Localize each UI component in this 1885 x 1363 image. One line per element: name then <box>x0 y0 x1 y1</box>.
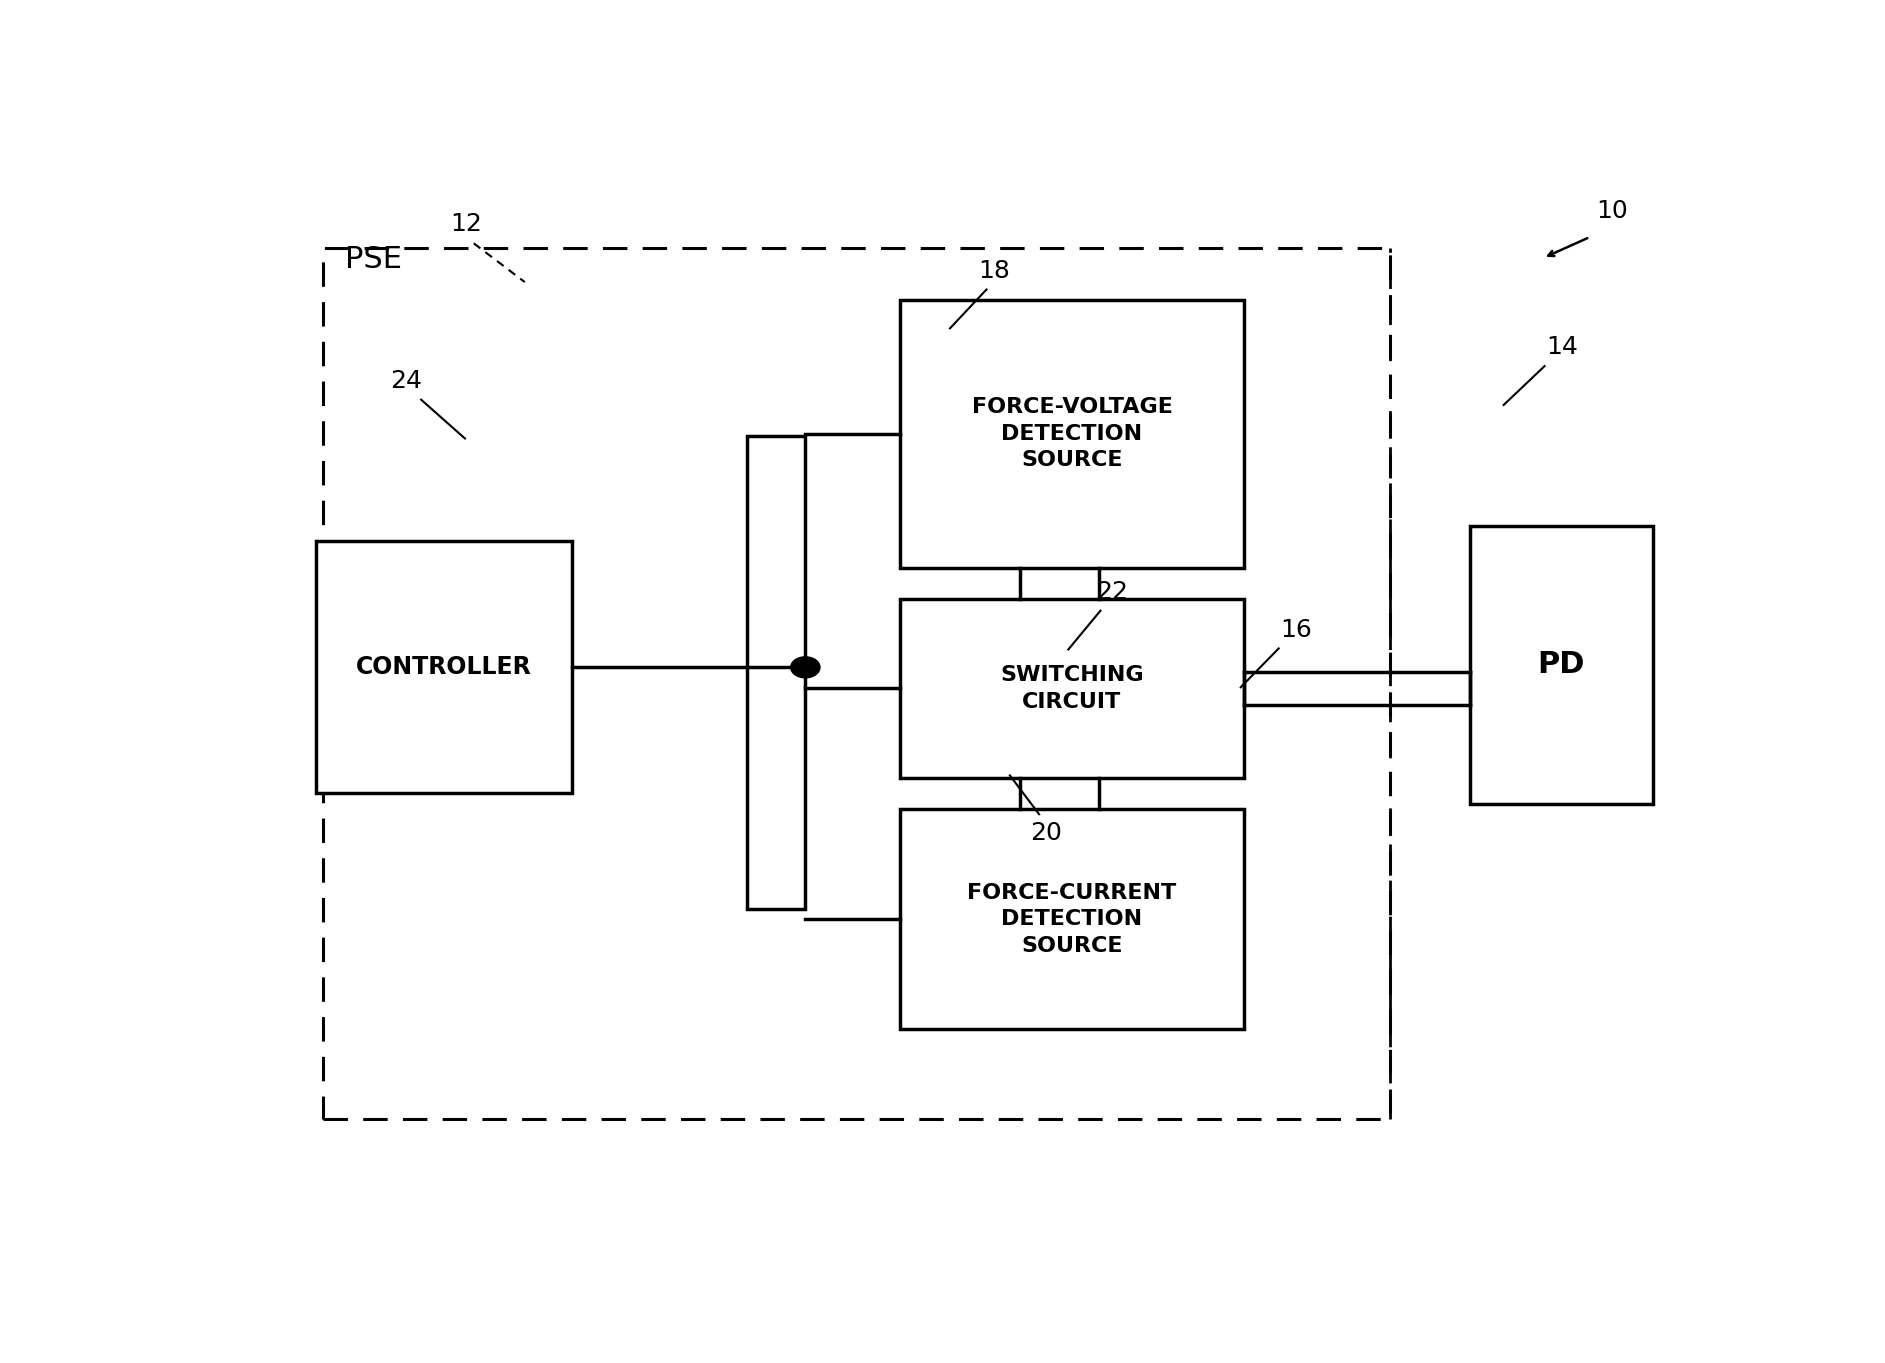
Text: 14: 14 <box>1546 335 1578 360</box>
Bar <box>901 300 1244 567</box>
Text: PSE: PSE <box>345 245 402 274</box>
Text: 22: 22 <box>1097 579 1127 604</box>
Bar <box>901 810 1244 1029</box>
Text: 16: 16 <box>1280 617 1312 642</box>
Text: FORCE-VOLTAGE
DETECTION
SOURCE: FORCE-VOLTAGE DETECTION SOURCE <box>971 398 1172 470</box>
Text: CONTROLLER: CONTROLLER <box>356 656 532 679</box>
Bar <box>317 541 571 793</box>
Bar <box>746 436 805 909</box>
Text: 12: 12 <box>451 213 483 236</box>
Bar <box>901 600 1244 777</box>
Text: 10: 10 <box>1597 199 1627 222</box>
Text: 20: 20 <box>1031 821 1063 845</box>
Circle shape <box>792 657 820 677</box>
Bar <box>324 248 1389 1119</box>
Text: 18: 18 <box>978 259 1010 282</box>
Text: PD: PD <box>1538 650 1585 679</box>
Text: SWITCHING
CIRCUIT: SWITCHING CIRCUIT <box>1001 665 1144 711</box>
Text: 24: 24 <box>390 369 422 393</box>
Bar <box>1470 526 1653 804</box>
Text: FORCE-CURRENT
DETECTION
SOURCE: FORCE-CURRENT DETECTION SOURCE <box>967 883 1176 955</box>
